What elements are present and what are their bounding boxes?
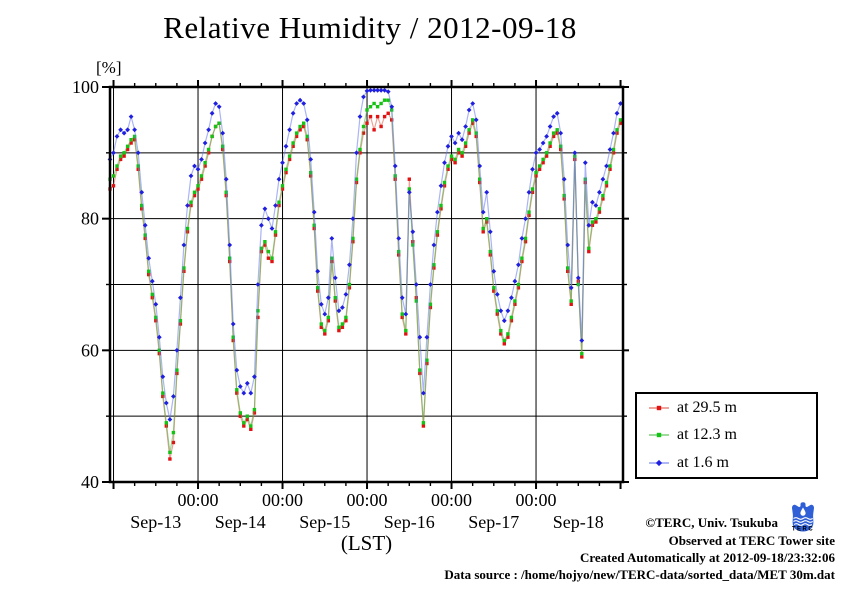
footer-observed: Observed at TERC Tower site bbox=[668, 533, 835, 548]
legend-marker-12-3m bbox=[649, 433, 669, 438]
x-day-label: Sep-16 bbox=[384, 512, 435, 532]
x-tick-label: 00:00 bbox=[431, 490, 472, 510]
legend-label-1-6m: at 1.6 m bbox=[677, 454, 729, 472]
x-day-label: Sep-14 bbox=[215, 512, 266, 532]
x-tick-label: 00:00 bbox=[516, 490, 557, 510]
series-at-1-6-m bbox=[107, 87, 623, 422]
legend-item-12-3m: at 12.3 m bbox=[648, 424, 816, 446]
y-tick-label: 100 bbox=[72, 77, 99, 97]
x-tick-label: 00:00 bbox=[347, 490, 388, 510]
x-day-label: Sep-15 bbox=[299, 512, 350, 532]
footer-copyright: ©TERC, Univ. Tsukuba bbox=[645, 515, 778, 530]
legend-item-29-5m: at 29.5 m bbox=[648, 397, 816, 419]
x-tick-label: 00:00 bbox=[178, 490, 219, 510]
legend-item-1-6m: at 1.6 m bbox=[648, 452, 816, 474]
grid-lines bbox=[110, 87, 623, 482]
terc-logo-text: TERC bbox=[792, 526, 814, 532]
series-at-12-3-m bbox=[108, 98, 623, 455]
x-day-label: Sep-17 bbox=[468, 512, 519, 532]
legend-label-12-3m: at 12.3 m bbox=[677, 426, 737, 444]
legend-marker-1-6m bbox=[649, 460, 669, 467]
x-day-label: Sep-18 bbox=[553, 512, 604, 532]
x-day-label: Sep-13 bbox=[130, 512, 181, 532]
legend: at 29.5 m at 12.3 m at 1.6 m bbox=[635, 392, 818, 479]
axis-ticks bbox=[102, 80, 629, 489]
x-axis-label: (LST) bbox=[340, 531, 393, 555]
terc-logo-waves bbox=[793, 517, 814, 526]
terc-logo-drop bbox=[800, 507, 806, 516]
terc-logo: TERC bbox=[792, 502, 814, 532]
chart-title: Relative Humidity / 2012-09-18 bbox=[163, 10, 577, 45]
y-tick-label: 80 bbox=[81, 209, 99, 229]
y-tick-label: 40 bbox=[81, 472, 99, 492]
y-axis-unit-label: [%] bbox=[96, 58, 122, 77]
y-tick-label: 60 bbox=[81, 340, 99, 360]
legend-marker-29-5m bbox=[649, 405, 669, 411]
footer-datasource: Data source : /home/hojyo/new/TERC-data/… bbox=[444, 567, 835, 582]
series-at-29-5-m bbox=[108, 111, 623, 461]
x-tick-label: 00:00 bbox=[262, 490, 303, 510]
legend-label-29-5m: at 29.5 m bbox=[677, 398, 737, 416]
footer-created: Created Automatically at 2012-09-18/23:3… bbox=[579, 550, 835, 565]
